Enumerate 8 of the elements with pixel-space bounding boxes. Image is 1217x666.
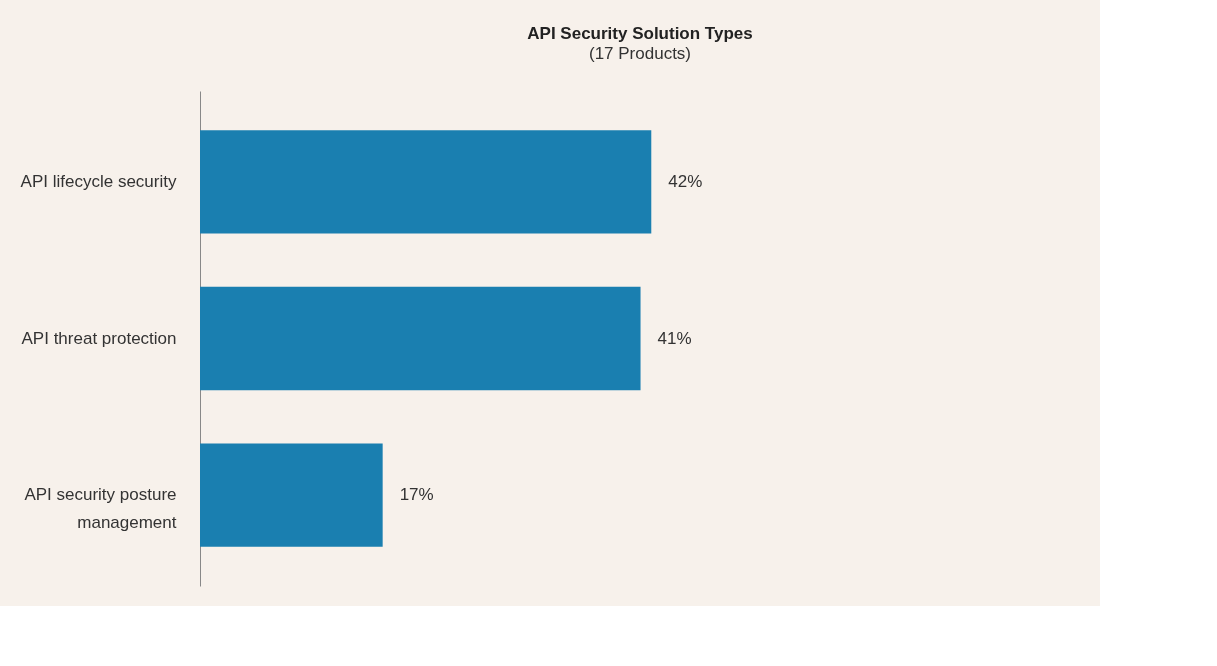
y-tick-label: API security posture management bbox=[24, 485, 177, 533]
data-label: 42% bbox=[668, 171, 703, 191]
y-tick-label: API threat protection bbox=[21, 328, 177, 348]
chart-title: API Security Solution Types bbox=[527, 24, 753, 43]
y-tick-label: API lifecycle security bbox=[20, 171, 177, 191]
data-label: 41% bbox=[657, 328, 692, 348]
data-label: 17% bbox=[399, 485, 434, 505]
chart-subtitle: (17 Products) bbox=[588, 44, 692, 63]
